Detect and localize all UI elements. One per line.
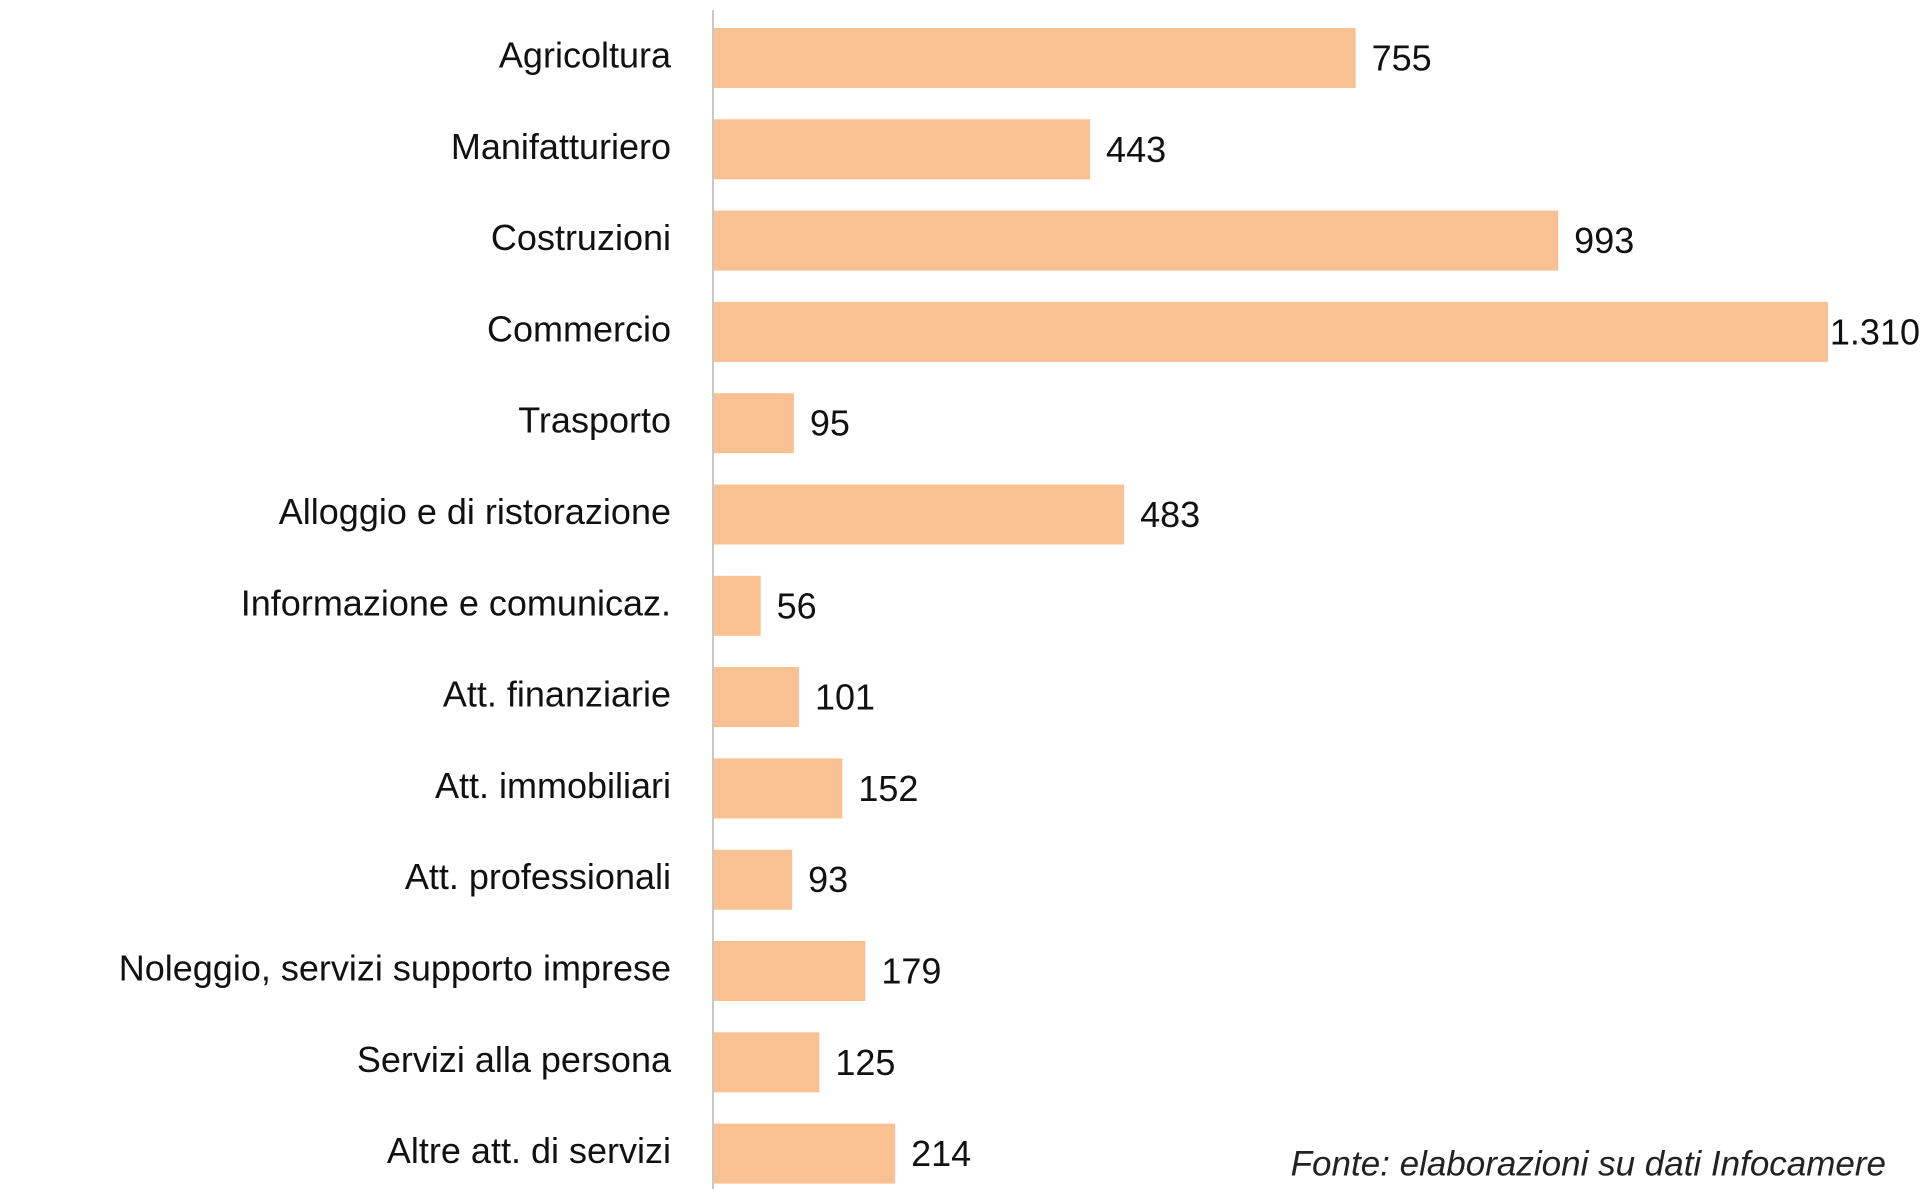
bar bbox=[714, 301, 1828, 362]
bar bbox=[714, 575, 761, 636]
category-label: Att. finanziarie bbox=[443, 674, 671, 715]
category-label: Altre att. di servizi bbox=[387, 1130, 671, 1171]
data-label: 443 bbox=[1106, 129, 1166, 170]
bar bbox=[714, 119, 1091, 180]
bar bbox=[714, 28, 1356, 88]
category-label: Att. professionali bbox=[405, 856, 671, 897]
category-label: Informazione e comunicaz. bbox=[241, 582, 671, 623]
data-label: 993 bbox=[1574, 220, 1634, 261]
bar bbox=[714, 393, 794, 454]
bar bbox=[714, 484, 1125, 545]
data-label: 214 bbox=[911, 1133, 971, 1174]
category-label: Manifatturiero bbox=[451, 126, 671, 167]
data-label: 93 bbox=[808, 859, 848, 900]
data-label: 179 bbox=[881, 951, 941, 992]
data-label: 1.310 bbox=[1830, 311, 1920, 352]
category-label: Servizi alla persona bbox=[357, 1039, 672, 1080]
category-label: Alloggio e di ristorazione bbox=[279, 491, 671, 532]
bar bbox=[714, 210, 1559, 271]
category-label: Costruzioni bbox=[491, 217, 671, 258]
bar bbox=[714, 849, 793, 910]
data-label: 101 bbox=[815, 677, 875, 718]
category-label: Noleggio, servizi supporto imprese bbox=[119, 948, 671, 989]
category-label: Agricoltura bbox=[499, 35, 672, 76]
bar bbox=[714, 1032, 820, 1093]
source-note: Fonte: elaborazioni su dati Infocamere bbox=[1291, 1144, 1886, 1183]
data-label: 483 bbox=[1140, 494, 1200, 535]
category-label: Trasporto bbox=[518, 400, 671, 441]
data-label: 95 bbox=[810, 403, 850, 444]
bar bbox=[714, 758, 843, 819]
bar bbox=[714, 667, 799, 728]
bar bbox=[714, 941, 866, 1001]
category-label: Commercio bbox=[487, 308, 671, 349]
data-label: 125 bbox=[835, 1042, 895, 1083]
data-label: 56 bbox=[777, 585, 817, 626]
category-label: Att. immobiliari bbox=[435, 765, 671, 806]
data-label: 755 bbox=[1372, 38, 1432, 79]
bar bbox=[714, 1123, 896, 1184]
data-label: 152 bbox=[858, 768, 918, 809]
